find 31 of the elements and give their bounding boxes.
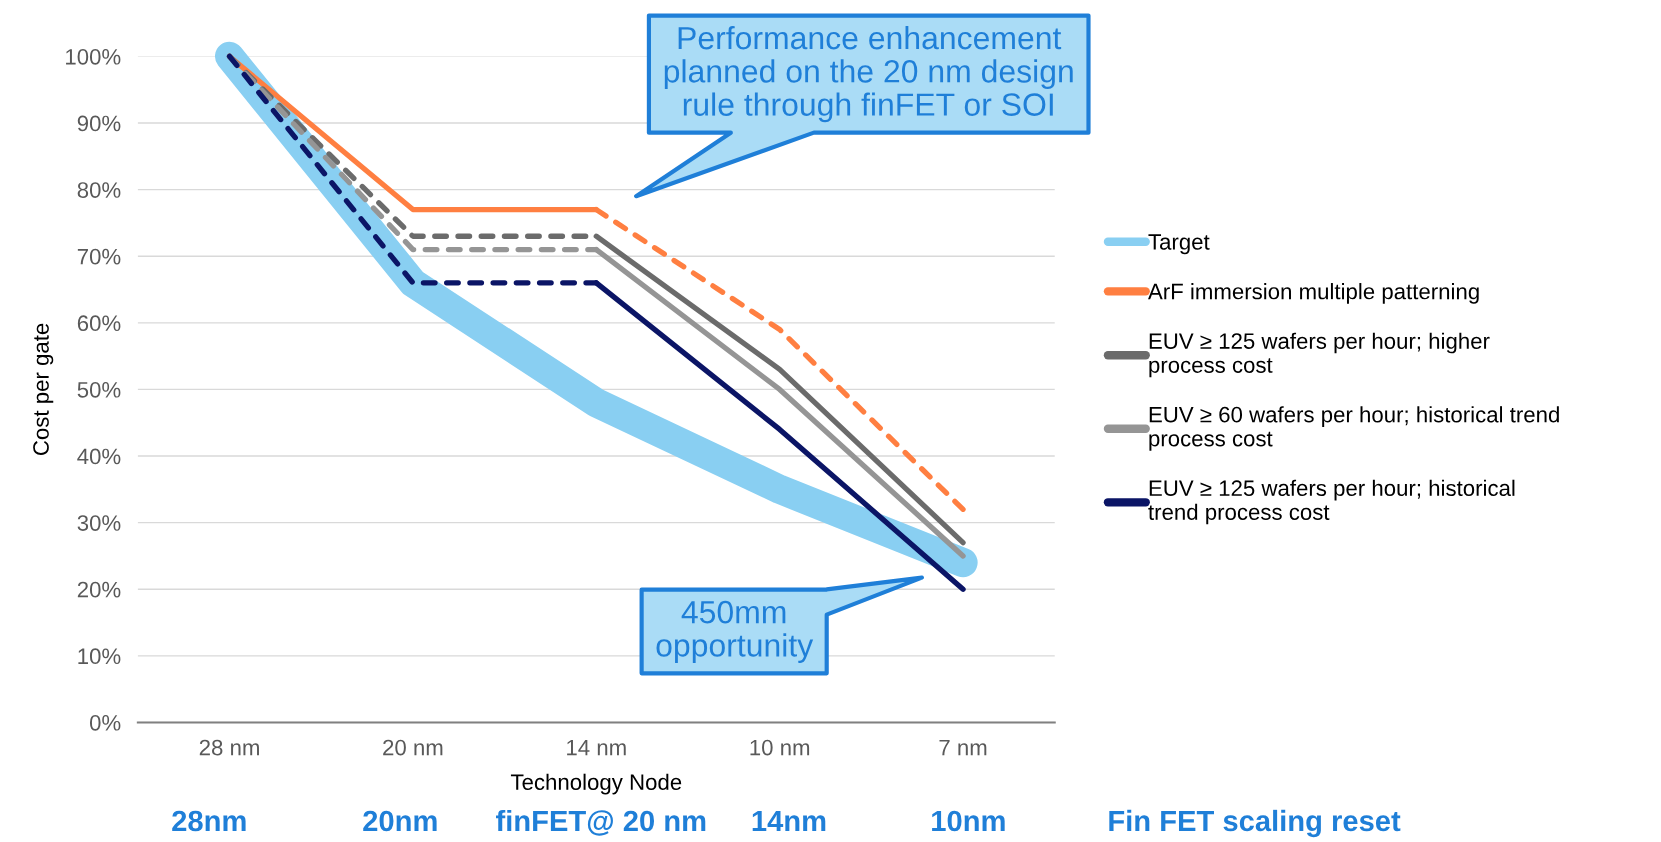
x-tick-label: 14 nm xyxy=(567,739,626,756)
annotation: Performance enhancement planned on the 20 nm design rule through finFET or SOI xyxy=(664,25,1073,123)
x-tick-label: 7 nm xyxy=(939,739,987,756)
y-tick-label: 20% xyxy=(77,581,121,598)
y-tick-label: 100% xyxy=(66,48,121,65)
text: Fin FET scaling reset xyxy=(1109,809,1401,838)
x-axis-title: Technology Node xyxy=(510,773,682,795)
y-tick-label: 40% xyxy=(77,448,121,465)
y-tick-label: 10% xyxy=(78,648,121,665)
y-tick-label: 60% xyxy=(77,315,121,332)
y-tick-label: 0% xyxy=(89,714,121,731)
text: finFET@ 20 nm xyxy=(496,809,706,836)
y-tick-label: 50% xyxy=(77,381,121,398)
y-axis-title: Cost per gate xyxy=(33,323,54,455)
x-tick-label: 20 nm xyxy=(383,739,443,756)
annotation: 450mm opportunity xyxy=(656,600,814,664)
legend-label: EUV ≥ 125 wafers per hour; historical trend process cost xyxy=(1148,479,1515,525)
legend-label: Target xyxy=(1148,234,1210,255)
text: 20nm xyxy=(363,810,437,832)
text: 28nm xyxy=(172,810,246,832)
y-tick-label: 80% xyxy=(77,182,121,198)
legend-label: EUV ≥ 60 wafers per hour; historical trend process cost xyxy=(1149,406,1559,451)
x-tick-label: 10 nm xyxy=(750,739,810,756)
y-tick-label: 30% xyxy=(77,515,121,531)
legend-label: EUV ≥ 125 wafers per hour; higher process cost xyxy=(1149,332,1490,378)
text: 10nm xyxy=(932,810,1005,832)
y-tick-label: 70% xyxy=(77,248,121,265)
text: 14nm xyxy=(752,810,826,832)
x-tick-label: 28 nm xyxy=(199,739,259,756)
y-tick-label: 90% xyxy=(77,115,121,132)
legend-label: ArF immersion multiple patterning xyxy=(1148,283,1479,304)
